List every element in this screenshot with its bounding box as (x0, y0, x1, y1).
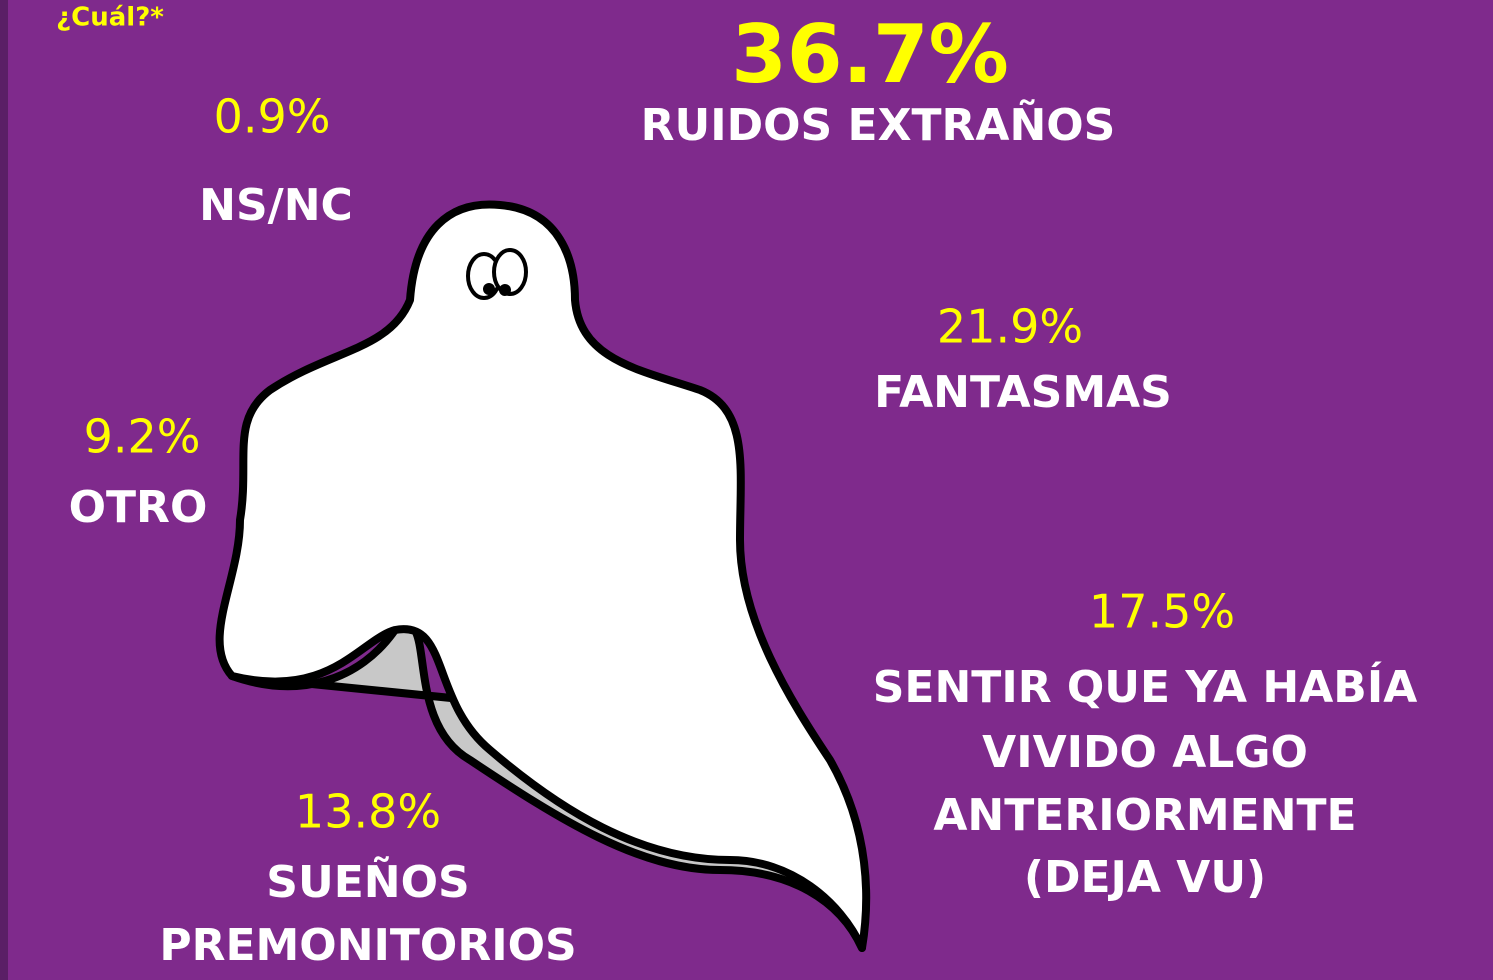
percent-value: 36.7% (731, 8, 1009, 101)
category-label: OTRO (69, 482, 208, 533)
category-label: RUIDOS EXTRAÑOS (641, 98, 1116, 151)
category-label: SUEÑOS (266, 855, 469, 908)
percent-value: 13.8% (295, 785, 441, 839)
category-label: ANTERIORMENTE (933, 790, 1356, 841)
category-label: VIVIDO ALGO (982, 727, 1308, 778)
category-label: FANTASMAS (874, 367, 1172, 418)
left-edge (0, 0, 8, 980)
category-label: PREMONITORIOS (159, 920, 576, 971)
page: ¿Cuál?* 36.7%RUIDOS EXTRAÑOS 0.9% NS/NC 21.… (0, 0, 1493, 980)
percent-value: 0.9% (214, 90, 331, 144)
category-label: NS/NC (199, 180, 353, 231)
percent-value: 21.9% (937, 300, 1083, 354)
percent-value: 17.5% (1089, 585, 1235, 639)
category-label: SENTIR QUE YA HABÍA (873, 660, 1418, 713)
question: ¿Cuál?* (56, 3, 164, 33)
category-label: (DEJA VU) (1024, 852, 1266, 903)
percent-value: 9.2% (84, 410, 201, 464)
infographic: ¿Cuál?* 36.7%RUIDOS EXTRAÑOS 0.9% NS/NC 21.… (0, 0, 1493, 980)
